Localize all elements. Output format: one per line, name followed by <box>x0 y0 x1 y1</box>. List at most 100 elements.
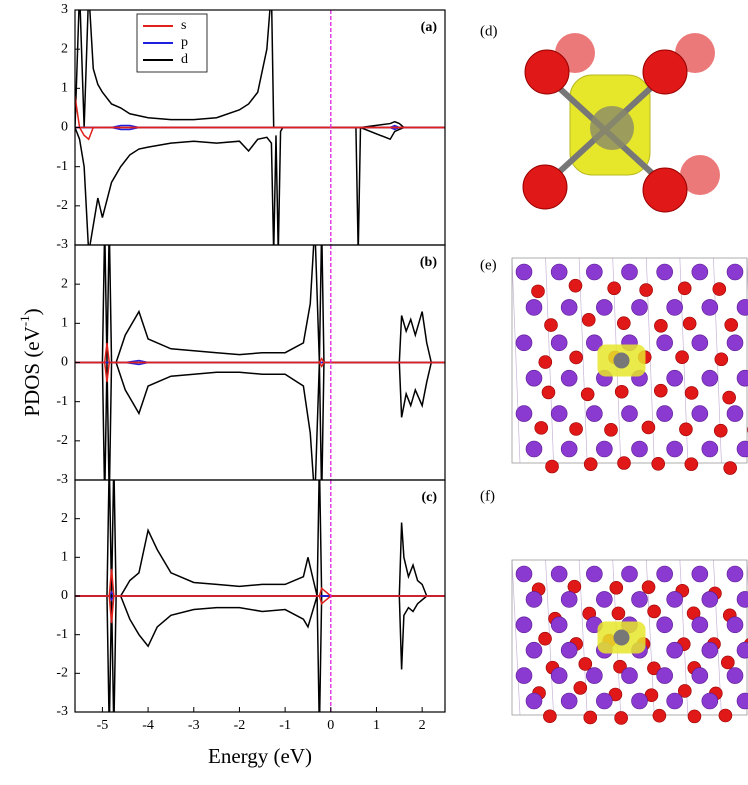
atom <box>657 264 673 280</box>
atom <box>622 566 638 582</box>
atom <box>584 458 597 471</box>
atom <box>526 441 542 457</box>
atom <box>667 693 683 709</box>
atom <box>657 668 673 684</box>
y-tick-label: 0 <box>61 355 68 370</box>
pdos-line <box>75 0 445 128</box>
atom <box>570 351 583 364</box>
x-tick-label: -2 <box>234 718 246 733</box>
atom <box>561 441 577 457</box>
atom <box>702 642 718 658</box>
atom <box>543 710 556 723</box>
y-tick-label: 2 <box>61 511 68 526</box>
atom <box>688 710 701 723</box>
atom <box>719 709 732 722</box>
atom <box>551 335 567 351</box>
atom <box>614 353 630 369</box>
atom <box>617 457 630 470</box>
atom <box>516 406 532 422</box>
atom <box>561 299 577 315</box>
atom <box>516 617 532 633</box>
atom <box>715 353 728 366</box>
x-tick-label: -1 <box>279 718 291 733</box>
x-tick-label: -5 <box>97 718 109 733</box>
atom <box>692 335 708 351</box>
atom <box>542 386 555 399</box>
atom <box>632 299 648 315</box>
atom <box>667 370 683 386</box>
atom <box>596 441 612 457</box>
atom <box>721 656 734 669</box>
legend-label: p <box>181 35 188 50</box>
atom <box>654 384 667 397</box>
panel-label: (a) <box>421 20 438 35</box>
structure-e <box>512 258 748 475</box>
atom <box>581 388 594 401</box>
x-axis-title: Energy (eV) <box>208 744 312 768</box>
atom <box>516 264 532 280</box>
atom <box>561 642 577 658</box>
atom <box>692 406 708 422</box>
atom <box>586 406 602 422</box>
atom <box>692 668 708 684</box>
y-tick-label: 0 <box>61 120 68 135</box>
atom <box>526 591 542 607</box>
atom <box>657 617 673 633</box>
atom <box>590 106 634 150</box>
atom <box>667 441 683 457</box>
atom <box>683 317 696 330</box>
panel-label: (c) <box>421 490 437 505</box>
atom <box>551 668 567 684</box>
atom <box>570 422 583 435</box>
y-tick-label: -2 <box>56 666 68 681</box>
atom <box>648 605 661 618</box>
plot-area <box>75 461 445 732</box>
atom <box>652 457 665 470</box>
legend-label: s <box>181 18 186 33</box>
y-axis-title: PDOS (eV-1) <box>17 308 43 416</box>
atom <box>586 668 602 684</box>
atom <box>737 642 748 658</box>
atom <box>526 370 542 386</box>
atom <box>727 335 743 351</box>
y-axis-title-part: PDOS (eV <box>20 326 44 416</box>
pdos-line <box>75 363 445 383</box>
atom <box>596 299 612 315</box>
atom <box>523 165 567 209</box>
x-tick-label: -3 <box>188 718 200 733</box>
y-tick-label: 1 <box>61 316 68 331</box>
pdos-line <box>75 225 445 362</box>
atom <box>727 617 743 633</box>
atom <box>692 264 708 280</box>
atom <box>539 356 552 369</box>
atom <box>632 591 648 607</box>
atom <box>724 462 737 475</box>
atom <box>727 406 743 422</box>
y-tick-label: -1 <box>56 159 68 174</box>
y-axis-title-part: -1 <box>17 315 32 326</box>
atom <box>610 581 623 594</box>
y-tick-label: -2 <box>56 198 68 213</box>
x-tick-label: 1 <box>373 718 380 733</box>
atom <box>622 264 638 280</box>
atom <box>679 423 692 436</box>
atom <box>551 566 567 582</box>
atom <box>667 591 683 607</box>
atom <box>642 421 655 434</box>
cell-edge <box>512 258 520 463</box>
atom <box>678 282 691 295</box>
atom <box>723 391 736 404</box>
y-tick-label: 2 <box>61 41 68 56</box>
atom <box>622 406 638 422</box>
plot-area <box>75 0 445 253</box>
atom <box>516 335 532 351</box>
y-tick-label: 2 <box>61 276 68 291</box>
atom <box>737 370 748 386</box>
atom <box>702 370 718 386</box>
x-tick-label: 2 <box>419 718 426 733</box>
cell-edge <box>512 560 520 715</box>
atom <box>727 566 743 582</box>
atom <box>685 458 698 471</box>
atom <box>702 441 718 457</box>
